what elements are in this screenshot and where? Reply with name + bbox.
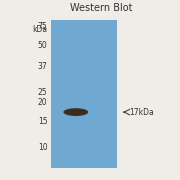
FancyBboxPatch shape — [51, 20, 117, 168]
Text: Western Blot: Western Blot — [70, 3, 133, 13]
Text: kDa: kDa — [32, 25, 48, 34]
Text: 37: 37 — [38, 62, 48, 71]
Text: 20: 20 — [38, 98, 48, 107]
Text: 10: 10 — [38, 143, 48, 152]
Text: 50: 50 — [38, 41, 48, 50]
Text: 17kDa: 17kDa — [129, 108, 154, 117]
Ellipse shape — [63, 108, 88, 116]
Text: 75: 75 — [38, 22, 48, 31]
Text: 25: 25 — [38, 88, 48, 97]
Text: 15: 15 — [38, 117, 48, 126]
